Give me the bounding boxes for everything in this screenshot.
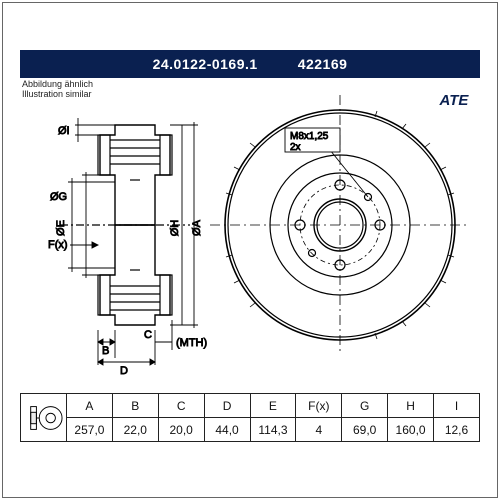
val-G: 69,0 (342, 418, 388, 442)
label-D: D (120, 365, 128, 377)
dim-leaders-left: ØI ØG ØE F(x) (48, 118, 115, 278)
label-C: C (144, 329, 152, 341)
col-H: H (388, 394, 434, 418)
label-mth: (MTH) (176, 337, 207, 349)
spec-table: A B C D E F(x) G H I 257,0 22,0 20,0 44,… (20, 393, 480, 442)
col-B: B (112, 394, 158, 418)
col-A: A (67, 394, 113, 418)
val-A: 257,0 (67, 418, 113, 442)
val-H: 160,0 (388, 418, 434, 442)
val-C: 20,0 (158, 418, 204, 442)
disc-icon-cell (21, 394, 67, 442)
val-F: 4 (296, 418, 342, 442)
val-B: 22,0 (112, 418, 158, 442)
label-dia-H: ØH (169, 220, 181, 237)
dim-leaders-right: ØH ØA (169, 122, 203, 328)
disc-icon (25, 399, 63, 437)
val-I: 12,6 (434, 418, 480, 442)
thread-callout: M8x1,25 2x (285, 128, 368, 197)
thread-spec: M8x1,25 (290, 131, 329, 142)
spec-header-row: A B C D E F(x) G H I (21, 394, 480, 418)
ref-number: 422169 (298, 56, 348, 72)
label-dia-I: ØI (58, 125, 70, 137)
col-D: D (204, 394, 250, 418)
label-B: B (102, 345, 109, 357)
spec-value-row: 257,0 22,0 20,0 44,0 114,3 4 69,0 160,0 … (21, 418, 480, 442)
col-E: E (250, 394, 296, 418)
label-dia-E: ØE (55, 220, 67, 236)
label-dia-A: ØA (191, 219, 203, 236)
col-I: I (434, 394, 480, 418)
technical-drawing: ØI ØG ØE F(x) ØH ØA (20, 80, 480, 380)
col-C: C (158, 394, 204, 418)
label-Fx: F(x) (48, 239, 68, 251)
dim-bottom: B D C (MTH) (98, 320, 207, 377)
col-G: G (342, 394, 388, 418)
col-F: F(x) (296, 394, 342, 418)
header-bar: 24.0122-0169.1 422169 (20, 50, 480, 78)
val-E: 114,3 (250, 418, 296, 442)
part-number: 24.0122-0169.1 (153, 56, 258, 72)
thread-qty: 2x (290, 142, 301, 153)
label-dia-G: ØG (50, 191, 67, 203)
val-D: 44,0 (204, 418, 250, 442)
